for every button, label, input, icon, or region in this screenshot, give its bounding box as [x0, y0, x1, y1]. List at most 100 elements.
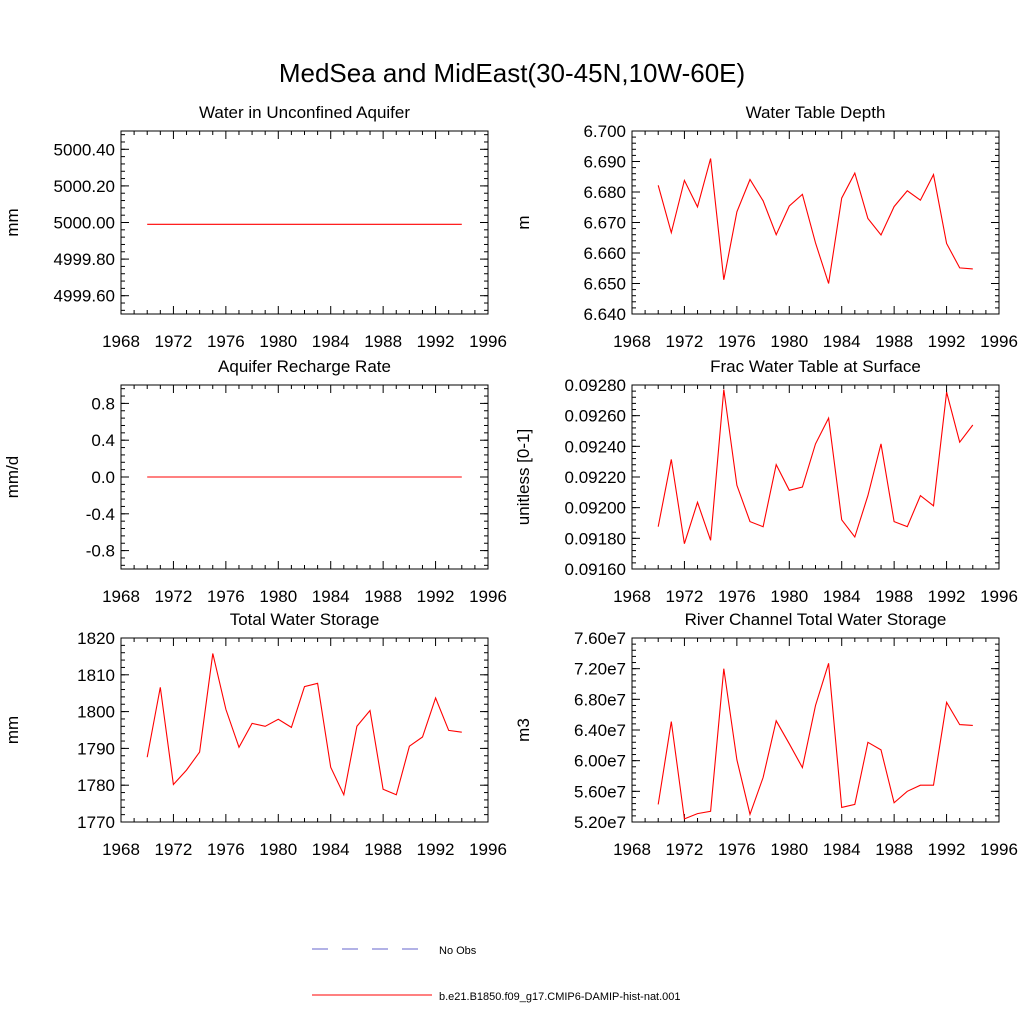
- y-tick-label: 1780: [77, 776, 115, 795]
- y-tick-label: 6.650: [583, 275, 626, 294]
- x-tick-label: 1968: [613, 587, 651, 606]
- panels: Water in Unconfined Aquifer mm 1968 1972 197…: [3, 103, 1018, 859]
- y-tick-label: 0.09220: [565, 468, 626, 487]
- x-tick-label: 1976: [207, 587, 245, 606]
- y-tick-label: 1800: [77, 703, 115, 722]
- y-tick-label: 0.09200: [565, 499, 626, 518]
- panel-title: Water Table Depth: [746, 103, 886, 122]
- x-tick-label: 1980: [770, 840, 808, 859]
- x-tick-label: 1976: [207, 332, 245, 351]
- y-tick-label: 0.8: [91, 394, 115, 413]
- x-tick-label: 1968: [102, 840, 140, 859]
- x-tick-label: 1992: [928, 587, 966, 606]
- y-axis-label: m: [514, 215, 533, 229]
- plot-frame: [631, 130, 1000, 315]
- y-tick-label: 4999.60: [54, 287, 115, 306]
- x-tick-label: 1972: [666, 332, 704, 351]
- y-tick-label: 6.660: [583, 244, 626, 263]
- x-tick-label: 1988: [364, 332, 402, 351]
- x-tick-label: 1980: [770, 587, 808, 606]
- panel-2: Aquifer Recharge Rate mm/d 1968 1972 1976 198…: [3, 357, 507, 606]
- x-tick-label: 1984: [823, 587, 861, 606]
- x-tick-label: 1996: [980, 840, 1018, 859]
- x-tick-label: 1988: [875, 332, 913, 351]
- x-tick-label: 1984: [312, 840, 350, 859]
- panel-1: Water Table Depth m 1968 1972 1976 1980 1984 19…: [514, 103, 1018, 351]
- y-tick-label: 5000.40: [54, 140, 115, 159]
- x-tick-label: 1992: [928, 332, 966, 351]
- x-tick-label: 1996: [469, 587, 507, 606]
- x-tick-label: 1972: [666, 840, 704, 859]
- x-tick-label: 1976: [718, 840, 756, 859]
- y-tick-label: 4999.80: [54, 250, 115, 269]
- x-tick-label: 1984: [312, 332, 350, 351]
- x-tick-label: 1980: [259, 332, 297, 351]
- y-tick-label: 0.09260: [565, 407, 626, 426]
- legend-label-model: b.e21.B1850.f09_g17.CMIP6-DAMIP-hist-nat…: [439, 991, 681, 1003]
- series-line-0: [146, 653, 462, 797]
- series-line-0: [657, 663, 973, 820]
- x-tick-label: 1972: [155, 587, 193, 606]
- x-tick-label: 1968: [102, 587, 140, 606]
- y-tick-label: 6.40e7: [574, 721, 626, 740]
- x-tick-label: 1992: [928, 840, 966, 859]
- y-tick-label: 6.700: [583, 122, 626, 141]
- x-tick-label: 1996: [469, 840, 507, 859]
- y-tick-label: 0.4: [91, 431, 115, 450]
- legend-label-no-obs: No Obs: [439, 945, 477, 957]
- legend-entry-model: b.e21.B1850.f09_g17.CMIP6-DAMIP-hist-nat…: [312, 991, 681, 1003]
- y-tick-label: 5000.20: [54, 177, 115, 196]
- x-tick-label: 1976: [718, 332, 756, 351]
- y-tick-label: 6.00e7: [574, 752, 626, 771]
- y-tick-label: -0.4: [86, 505, 115, 524]
- x-tick-label: 1972: [666, 587, 704, 606]
- panel-title: Total Water Storage: [230, 610, 380, 629]
- series-line-0: [657, 158, 973, 284]
- y-axis-label: mm: [3, 208, 22, 236]
- y-tick-label: 7.60e7: [574, 629, 626, 648]
- x-tick-label: 1996: [980, 587, 1018, 606]
- y-tick-label: 0.09240: [565, 437, 626, 456]
- x-tick-label: 1984: [823, 840, 861, 859]
- x-tick-label: 1992: [417, 332, 455, 351]
- x-tick-label: 1996: [980, 332, 1018, 351]
- y-axis-label: unitless [0-1]: [514, 429, 533, 525]
- x-tick-label: 1992: [417, 840, 455, 859]
- y-axis-label: mm: [3, 716, 22, 744]
- x-tick-label: 1972: [155, 840, 193, 859]
- panel-title: Water in Unconfined Aquifer: [199, 103, 410, 122]
- x-tick-label: 1984: [823, 332, 861, 351]
- legend-entry-no-obs: No Obs: [312, 945, 477, 957]
- x-tick-label: 1968: [102, 332, 140, 351]
- x-tick-label: 1988: [875, 840, 913, 859]
- plot-frame: [120, 130, 489, 315]
- y-tick-label: -0.8: [86, 542, 115, 561]
- y-tick-label: 6.640: [583, 305, 626, 324]
- panel-0: Water in Unconfined Aquifer mm 1968 1972 197…: [3, 103, 507, 351]
- panel-5: River Channel Total Water Storage m3 1968 1…: [514, 610, 1018, 859]
- panel-4: Total Water Storage mm 1968 1972 1976 1980 198…: [3, 610, 507, 859]
- x-tick-label: 1980: [259, 840, 297, 859]
- x-tick-label: 1968: [613, 840, 651, 859]
- y-axis-label: m3: [514, 718, 533, 742]
- x-tick-label: 1996: [469, 332, 507, 351]
- y-tick-label: 1810: [77, 666, 115, 685]
- series-line-0: [657, 389, 974, 544]
- panel-title: Aquifer Recharge Rate: [218, 357, 391, 376]
- x-tick-label: 1972: [155, 332, 193, 351]
- x-tick-label: 1980: [259, 587, 297, 606]
- x-tick-label: 1988: [364, 840, 402, 859]
- legend: No Obs b.e21.B1850.f09_g17.CMIP6-DAMIP-h…: [312, 945, 681, 1003]
- y-tick-label: 1820: [77, 629, 115, 648]
- y-tick-label: 6.80e7: [574, 690, 626, 709]
- y-tick-label: 7.20e7: [574, 660, 626, 679]
- plot-frame: [120, 637, 489, 823]
- x-tick-label: 1980: [770, 332, 808, 351]
- y-tick-label: 5.20e7: [574, 813, 626, 832]
- figure-title: MedSea and MidEast(30-45N,10W-60E): [279, 58, 745, 88]
- y-tick-label: 1770: [77, 813, 115, 832]
- y-tick-label: 0.09280: [565, 376, 626, 395]
- y-tick-label: 5.60e7: [574, 782, 626, 801]
